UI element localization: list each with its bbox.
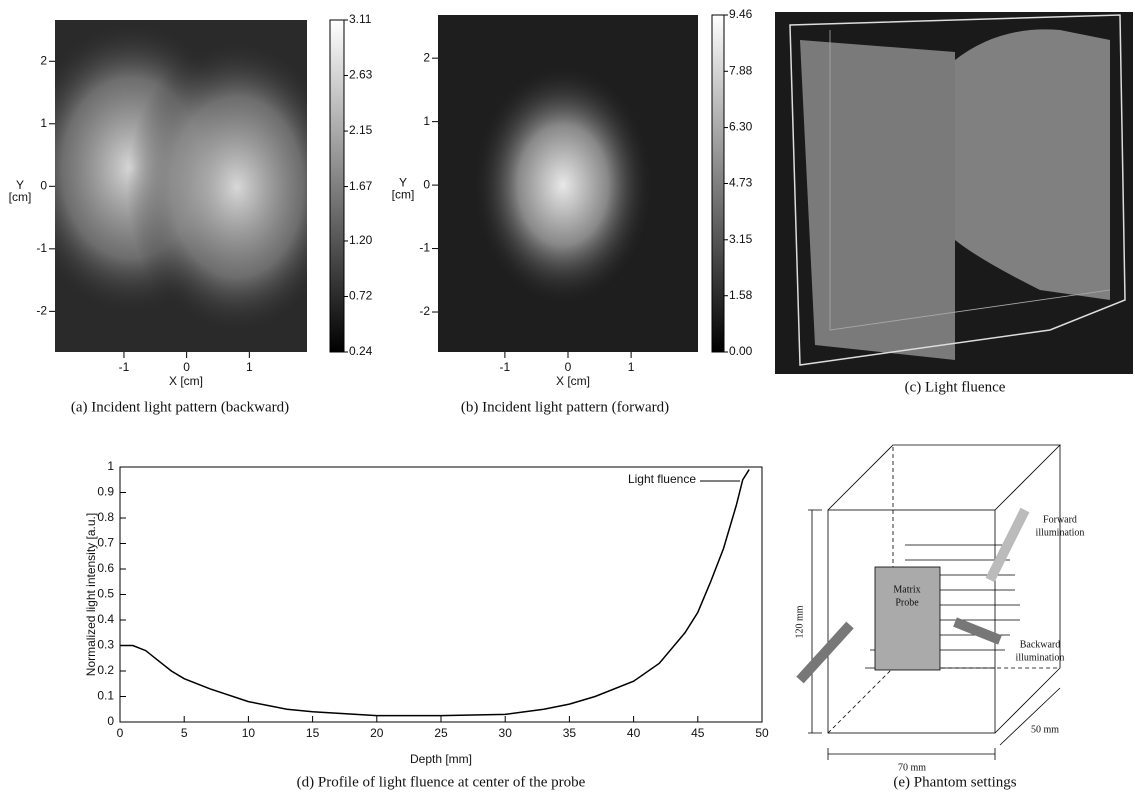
caption: (c) Light fluence: [905, 379, 1006, 395]
y-tick-label: -2: [419, 304, 430, 318]
y-tick-label: 0: [40, 178, 47, 192]
heatmap-image: [55, 20, 307, 352]
colorbar-label: 2.63: [349, 68, 373, 82]
y-tick-label: 2: [40, 53, 47, 67]
x-tick-label: 5: [181, 726, 188, 740]
x-tick-label: 25: [434, 726, 448, 740]
x-tick-label: 35: [563, 726, 577, 740]
colorbar: [329, 19, 345, 353]
legend-label: Light fluence: [628, 472, 696, 486]
colorbar-label: 1.20: [349, 233, 373, 247]
colorbar-label: 4.73: [729, 176, 753, 190]
height-label: 120 mm: [794, 605, 805, 638]
y-tick-label: 0.3: [97, 638, 114, 652]
x-tick-label: 0: [183, 360, 190, 374]
heatmap-image: [438, 15, 698, 352]
y-tick-label: 0: [107, 714, 114, 728]
x-tick-label: 20: [370, 726, 384, 740]
x-tick-label: -1: [119, 360, 130, 374]
x-tick-label: 0: [565, 360, 572, 374]
x-tick-label: 30: [499, 726, 513, 740]
colorbar-label: 0.00: [729, 344, 753, 358]
y-tick-label: 0.9: [97, 485, 114, 499]
y-tick-label: 1: [423, 114, 430, 128]
width-label: 70 mm: [898, 762, 926, 773]
probe-label: Matrix: [893, 584, 920, 595]
y-tick-label: 0.2: [97, 663, 114, 677]
y-tick-label: -2: [36, 304, 47, 318]
y-tick-label: 0.1: [97, 689, 114, 703]
caption: (d) Profile of light fluence at center o…: [297, 774, 586, 790]
x-tick-label: 0: [117, 726, 124, 740]
plot-frame: [119, 466, 763, 723]
y-tick-label: 1: [40, 116, 47, 130]
x-tick-label: 15: [306, 726, 320, 740]
colorbar-label: 1.67: [349, 179, 373, 193]
y-tick-label: 0: [423, 177, 430, 191]
colorbar-label: 0.24: [349, 344, 373, 358]
y-axis-label: [cm]: [392, 188, 415, 202]
volume-render: [775, 12, 1133, 374]
backward-label: illumination: [1016, 652, 1065, 663]
colorbar-label: 0.72: [349, 289, 373, 303]
x-tick-label: 50: [755, 726, 769, 740]
colorbar-label: 9.46: [729, 7, 753, 21]
y-tick-label: -1: [419, 241, 430, 255]
y-tick-label: 1: [107, 459, 114, 473]
x-tick-label: 40: [627, 726, 641, 740]
y-axis-label: [cm]: [9, 190, 32, 204]
probe-label: Probe: [895, 597, 919, 608]
colorbar-label: 1.58: [729, 288, 753, 302]
x-axis-label: X [cm]: [556, 374, 590, 388]
colorbar: [711, 14, 725, 353]
y-tick-label: 2: [423, 50, 430, 64]
x-tick-label: -1: [500, 360, 511, 374]
y-tick-label: 0.8: [97, 510, 114, 524]
x-axis-label: X [cm]: [169, 374, 203, 388]
x-tick-label: 10: [242, 726, 256, 740]
x-axis-label: Depth [mm]: [410, 752, 472, 766]
caption: (e) Phantom settings: [893, 774, 1016, 790]
caption: (a) Incident light pattern (backward): [71, 399, 289, 415]
y-tick-label: -1: [36, 241, 47, 255]
colorbar-label: 7.88: [729, 63, 753, 77]
y-axis-label: Normalized light intensity [a.u.]: [84, 513, 98, 676]
forward-label: illumination: [1036, 527, 1085, 538]
forward-label: Forward: [1043, 514, 1077, 525]
colorbar-label: 6.30: [729, 120, 753, 134]
y-tick-label: 0.5: [97, 587, 114, 601]
x-tick-label: 1: [246, 360, 253, 374]
line: [120, 469, 750, 717]
phantom-diagram: [796, 444, 1061, 760]
colorbar-label: 2.15: [349, 123, 373, 137]
caption: (b) Incident light pattern (forward): [461, 399, 669, 415]
y-tick-label: 0.6: [97, 561, 114, 575]
depth-label: 50 mm: [1031, 724, 1059, 735]
y-axis-label: Y: [16, 178, 24, 192]
colorbar-label: 3.15: [729, 232, 753, 246]
backward-label: Backward: [1020, 639, 1061, 650]
colorbar-label: 3.11: [349, 12, 372, 26]
x-tick-label: 1: [628, 360, 635, 374]
y-axis-label: Y: [399, 176, 407, 190]
x-tick-label: 45: [691, 726, 705, 740]
y-tick-label: 0.7: [97, 536, 114, 550]
y-tick-label: 0.4: [97, 612, 114, 626]
